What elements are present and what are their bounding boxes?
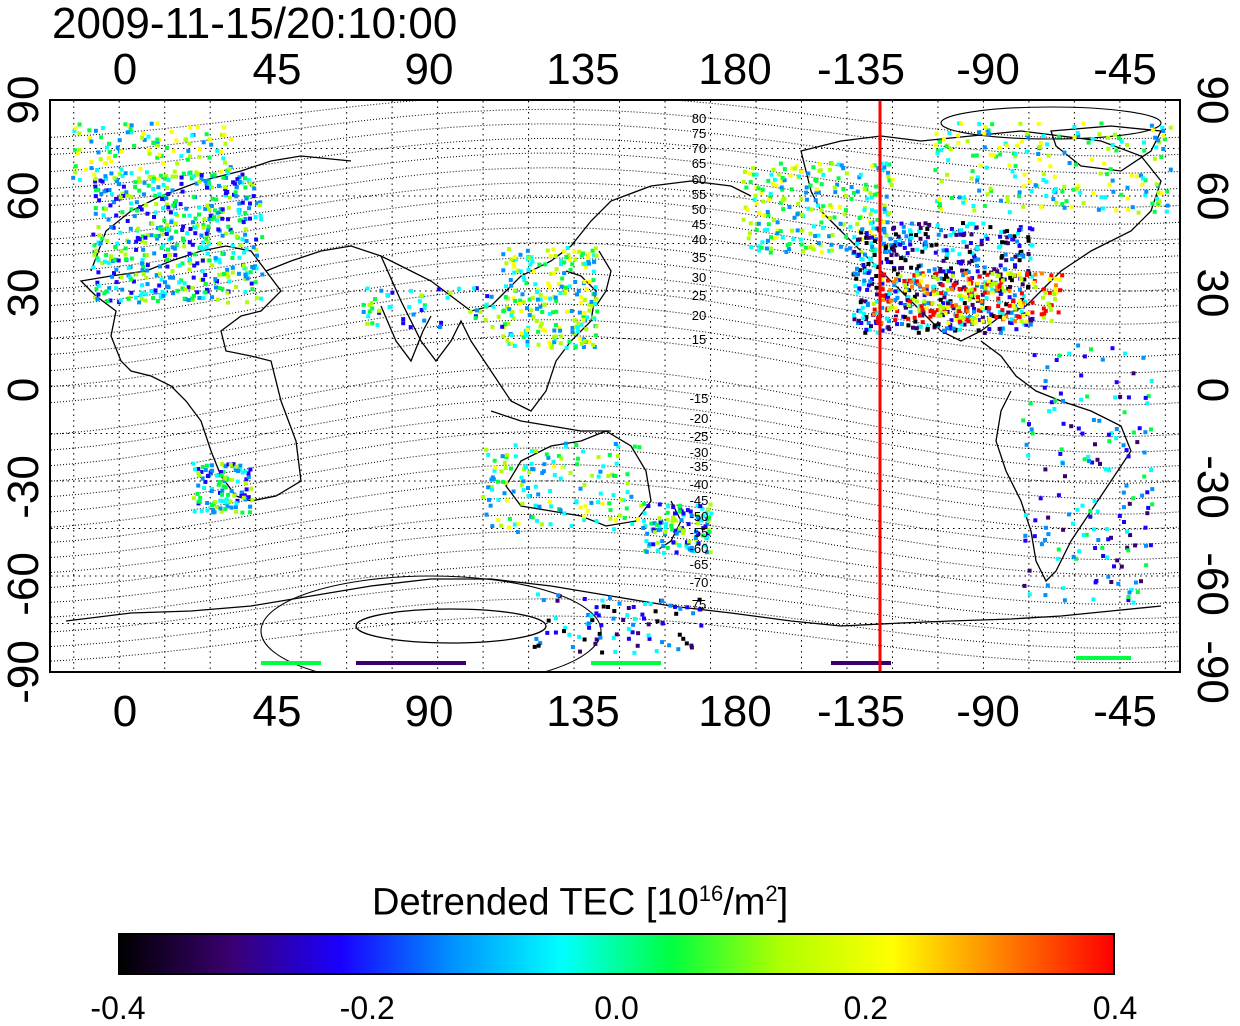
contour-label: -35 — [690, 459, 709, 474]
left-lat-tick-label: -60 — [0, 552, 48, 616]
right-lat-tick-label: 30 — [1188, 268, 1237, 318]
contour-label: -30 — [690, 445, 709, 460]
top-lon-tick-label: 90 — [404, 45, 454, 94]
left-lat-tick-label: 0 — [0, 377, 48, 403]
colorbar-title-exponent: 16 — [698, 881, 724, 906]
contour-label: 35 — [692, 250, 706, 265]
contour-label: -25 — [690, 429, 709, 444]
contour-label: -20 — [690, 411, 709, 426]
right-lat-tick-label: -30 — [1188, 455, 1237, 519]
timestamp-title: 2009-11-15/20:10:00 — [52, 0, 458, 48]
top-lon-tick-label: 135 — [546, 45, 620, 94]
right-lat-tick-label: 90 — [1188, 75, 1237, 125]
colorbar-tick-label: 0.0 — [594, 990, 639, 1026]
contour-label: -60 — [690, 541, 709, 556]
colorbar-tick-label: 0.4 — [1092, 990, 1138, 1026]
colorbar — [118, 933, 1115, 975]
contour-label: -65 — [690, 557, 709, 572]
tec-map: 8075706560555045403530252015-15-20-25-30… — [50, 94, 1180, 687]
right-lat-tick-label: -60 — [1188, 552, 1237, 616]
bottom-lon-tick-label: -135 — [816, 687, 906, 736]
contour-label: -15 — [690, 391, 709, 406]
contour-label: 50 — [692, 202, 706, 217]
bottom-lon-tick-label: 0 — [112, 687, 138, 736]
top-lon-tick-label: 0 — [112, 45, 138, 94]
contour-label: 20 — [692, 308, 706, 323]
map-panel: 80 75 70 65 60 55 50 45 40 35 30 25 20 15 -15 -20 -25 -30… — [49, 94, 1181, 687]
left-lat-tick-label: -30 — [0, 455, 48, 519]
right-lat-tick-label: 60 — [1188, 171, 1237, 221]
contour-label: 70 — [692, 141, 706, 156]
contour-labels: 8075706560555045403530252015-15-20-25-30… — [690, 111, 709, 612]
contour-label: 45 — [692, 217, 706, 232]
colorbar-tick-label: 0.2 — [843, 990, 888, 1026]
left-lat-tick-label: 90 — [0, 75, 48, 125]
contour-label: 65 — [692, 156, 706, 171]
bottom-lon-tick-label: -45 — [1093, 687, 1157, 736]
top-lon-tick-label: 180 — [698, 45, 772, 94]
left-lat-tick-label: -90 — [0, 640, 48, 704]
contour-label: -40 — [690, 477, 709, 492]
colorbar-title: Detrended TEC [1016/m2] — [372, 872, 788, 925]
contour-label: -45 — [690, 493, 709, 508]
contour-label: 30 — [692, 270, 706, 285]
contour-label: -55 — [690, 525, 709, 540]
bottom-lon-tick-label: 90 — [404, 687, 454, 736]
contour-label: 25 — [692, 288, 706, 303]
tec-data-pixels — [71, 121, 1173, 665]
right-lat-tick-label: 0 — [1188, 377, 1237, 403]
top-lon-tick-label: 45 — [252, 45, 302, 94]
contour-label: -50 — [690, 509, 709, 524]
contour-label: 15 — [692, 332, 706, 347]
contour-label: 40 — [692, 232, 706, 247]
left-lat-tick-label: 60 — [0, 171, 48, 221]
bottom-lon-tick-label: -90 — [956, 687, 1020, 736]
colorbar-title-main: Detrended TEC [10 — [372, 881, 699, 924]
bottom-lon-tick-label: 135 — [546, 687, 620, 736]
colorbar-title-unit: /m — [723, 881, 766, 924]
magnetic-latitude-contours — [50, 94, 1180, 687]
left-lat-tick-label: 30 — [0, 268, 48, 318]
contour-label: 60 — [692, 172, 706, 187]
coastlines — [65, 125, 1163, 627]
top-lon-tick-label: -45 — [1093, 45, 1157, 94]
colorbar-title-end: ] — [777, 881, 789, 924]
right-lat-tick-label: -90 — [1188, 640, 1237, 704]
top-lon-tick-label: -135 — [816, 45, 906, 94]
contour-label: 75 — [692, 126, 706, 141]
bottom-lon-tick-label: 180 — [698, 687, 772, 736]
contour-label: -70 — [690, 575, 709, 590]
colorbar-tick-label: -0.4 — [90, 990, 146, 1026]
contour-label: 55 — [692, 187, 706, 202]
colorbar-title-unit-exponent: 2 — [765, 881, 778, 906]
colorbar-tick-label: -0.2 — [339, 990, 395, 1026]
contour-label: 80 — [692, 111, 706, 126]
top-lon-tick-label: -90 — [956, 45, 1020, 94]
bottom-lon-tick-label: 45 — [252, 687, 302, 736]
contour-label: 75 — [692, 597, 706, 612]
